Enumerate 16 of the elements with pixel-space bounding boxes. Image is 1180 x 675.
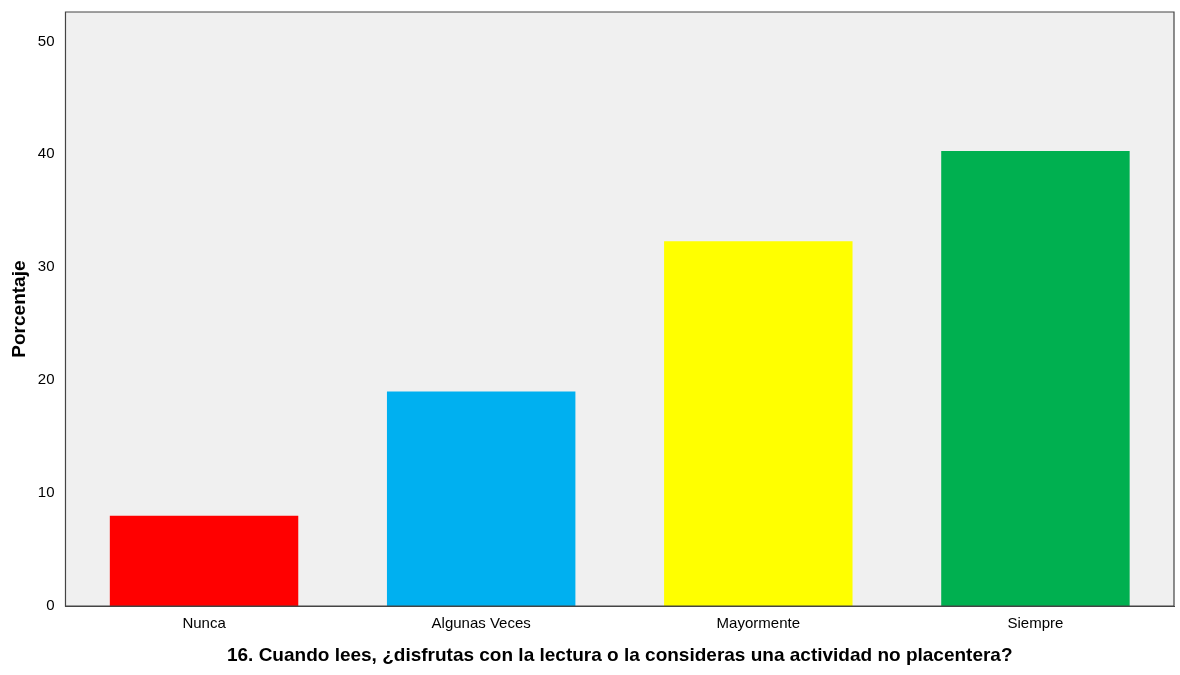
y-tick-label: 50 <box>37 31 55 49</box>
y-tick-label: 30 <box>37 257 55 275</box>
x-tick-label: Algunas Veces <box>431 614 531 632</box>
x-tick-label: Siempre <box>1007 614 1064 632</box>
y-tick-label: 20 <box>37 370 55 388</box>
bar <box>664 241 853 607</box>
x-tick-label: Nunca <box>182 614 227 632</box>
y-axis-title: Porcentaje <box>7 260 29 358</box>
y-tick-label: 0 <box>46 596 55 614</box>
bar <box>941 150 1130 607</box>
y-tick-label: 40 <box>37 144 55 162</box>
bar <box>109 515 299 607</box>
bar <box>386 391 576 607</box>
x-axis-title: 16. Cuando lees, ¿disfrutas con la lectura o la consideras una actividad no placentera? <box>226 643 1013 665</box>
x-tick-label: Mayormente <box>716 614 800 632</box>
y-tick-label: 10 <box>37 483 55 501</box>
